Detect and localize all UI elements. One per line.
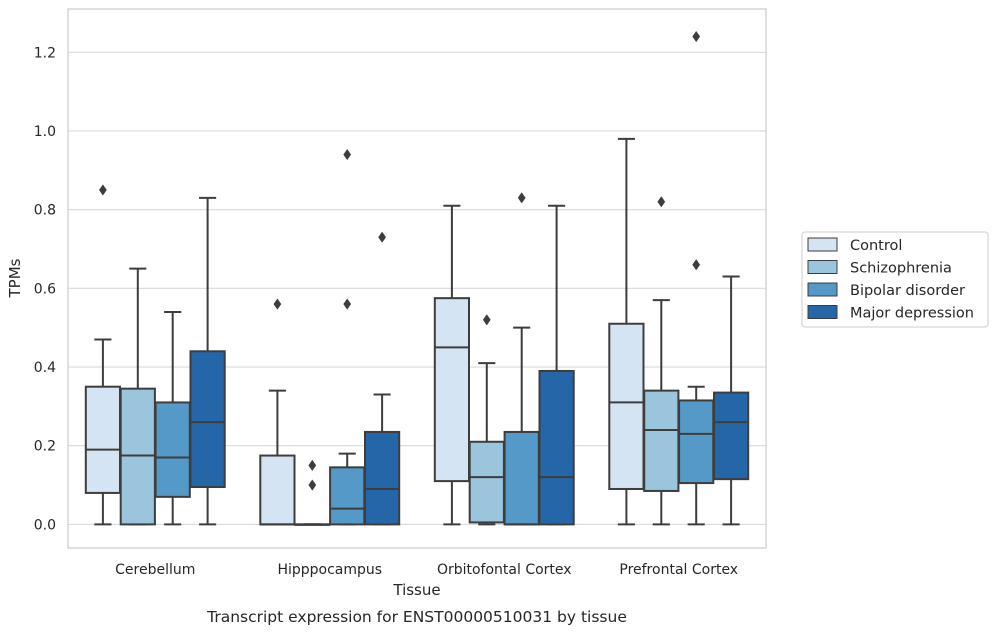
y-tick-label: 1.0 — [34, 124, 56, 140]
box-iqr — [643, 389, 680, 492]
box-iqr — [538, 369, 575, 526]
y-tick-label: 1.2 — [34, 45, 56, 61]
x-tick-label: Hipppocampus — [277, 562, 382, 578]
box-control — [433, 204, 471, 526]
y-tick-label: 0.0 — [34, 517, 56, 533]
box-schizophrenia — [643, 196, 680, 526]
box-iqr — [329, 466, 366, 526]
box-control — [608, 137, 645, 526]
y-tick-label: 0.2 — [34, 439, 56, 455]
legend-frame — [801, 231, 989, 328]
box-iqr — [503, 430, 540, 526]
box-control — [84, 184, 122, 526]
boxes — [84, 30, 750, 526]
legend-swatch — [807, 282, 838, 297]
chart-caption: Transcript expression for ENST0000051003… — [206, 608, 627, 626]
x-tick-label: Orbitofontal Cortex — [437, 562, 572, 578]
box-bipolar-disorder — [154, 310, 191, 526]
outlier-point — [482, 314, 491, 326]
outlier-point — [378, 231, 387, 243]
box-bipolar-disorder — [329, 148, 366, 526]
x-tick-label: Cerebellum — [115, 562, 195, 578]
box-iqr — [678, 399, 715, 485]
outlier-point — [692, 30, 701, 43]
box-bipolar-disorder — [678, 30, 715, 526]
box-iqr — [189, 350, 226, 489]
outlier-point — [343, 298, 352, 310]
y-axis-label: TPMs — [6, 258, 24, 298]
box-major-depression — [189, 196, 226, 526]
y-tick-label: 0.4 — [34, 360, 56, 376]
outlier-point — [517, 192, 526, 204]
box-major-depression — [712, 275, 750, 526]
box-iqr — [712, 391, 750, 481]
box-iqr — [608, 322, 645, 490]
outlier-point — [308, 459, 317, 472]
box-iqr — [363, 430, 401, 526]
legend-swatch — [807, 260, 838, 274]
y-axis-ticks: 0.0 0.2 0.4 0.6 0.8 1.0 1.2 — [34, 45, 56, 533]
outlier-point — [692, 259, 701, 271]
box-iqr — [154, 401, 191, 498]
box-schizophrenia — [468, 314, 505, 526]
box-major-depression — [538, 204, 575, 526]
box-schizophrenia — [119, 267, 156, 526]
legend-swatch — [807, 237, 838, 252]
y-tick-label: 0.8 — [34, 203, 56, 219]
box-iqr — [433, 297, 471, 483]
plot-frame — [67, 8, 767, 549]
box-iqr — [259, 454, 296, 526]
box-iqr — [468, 440, 505, 524]
x-tick-label: Prefrontal Cortex — [619, 562, 738, 578]
legend-swatch — [807, 305, 838, 319]
outlier-point — [343, 148, 352, 161]
x-axis-ticks: Cerebellum Hipppocampus Orbitofontal Corte… — [115, 562, 738, 578]
outlier-point — [308, 479, 317, 491]
box-bipolar-disorder — [503, 192, 540, 526]
legend-label: Control — [850, 238, 902, 254]
legend: Control Schizophrenia Bipolar disorder Majo… — [801, 231, 989, 328]
box-control — [259, 298, 296, 526]
box-major-depression — [363, 231, 401, 526]
outlier-point — [657, 196, 666, 208]
legend-label: Bipolar disorder — [850, 283, 965, 299]
box-schizophrenia — [294, 459, 331, 526]
outlier-point — [273, 298, 282, 310]
x-axis-label: Tissue — [392, 581, 440, 599]
legend-label: Schizophrenia — [850, 261, 952, 277]
y-tick-label: 0.6 — [34, 281, 56, 297]
legend-label: Major depression — [850, 306, 974, 322]
outlier-point — [98, 184, 107, 196]
box-iqr — [84, 385, 122, 494]
